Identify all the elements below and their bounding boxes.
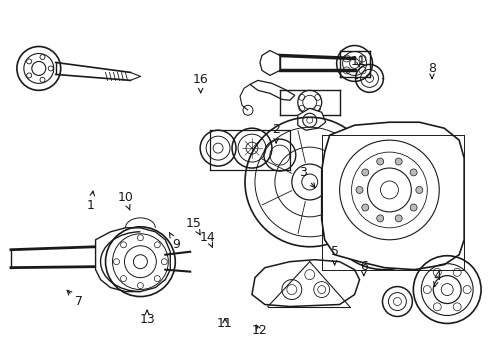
Polygon shape [297,108,325,130]
Text: 4: 4 [432,270,440,287]
Polygon shape [249,80,294,100]
Text: 6: 6 [359,260,367,276]
Text: 11: 11 [217,317,232,330]
Text: 11: 11 [350,55,366,68]
Circle shape [376,158,383,165]
Text: 7: 7 [67,291,82,309]
Polygon shape [95,228,170,292]
Circle shape [355,186,362,193]
Text: 1: 1 [87,191,95,212]
Text: 8: 8 [427,62,435,78]
Circle shape [361,169,368,176]
Text: 13: 13 [139,310,155,327]
Text: 15: 15 [185,216,201,235]
Text: 16: 16 [192,73,208,93]
Text: 12: 12 [251,324,266,337]
Circle shape [409,204,416,211]
Text: 3: 3 [298,166,314,188]
Polygon shape [251,260,359,306]
Polygon shape [260,50,279,75]
Text: 10: 10 [117,192,133,210]
Text: 5: 5 [330,245,338,265]
Circle shape [409,169,416,176]
Polygon shape [321,122,463,270]
Circle shape [361,204,368,211]
Circle shape [415,186,422,193]
Circle shape [394,158,401,165]
Text: 14: 14 [200,231,215,247]
Circle shape [376,215,383,222]
Text: 9: 9 [169,233,180,251]
Circle shape [394,215,401,222]
Text: 2: 2 [272,123,280,143]
